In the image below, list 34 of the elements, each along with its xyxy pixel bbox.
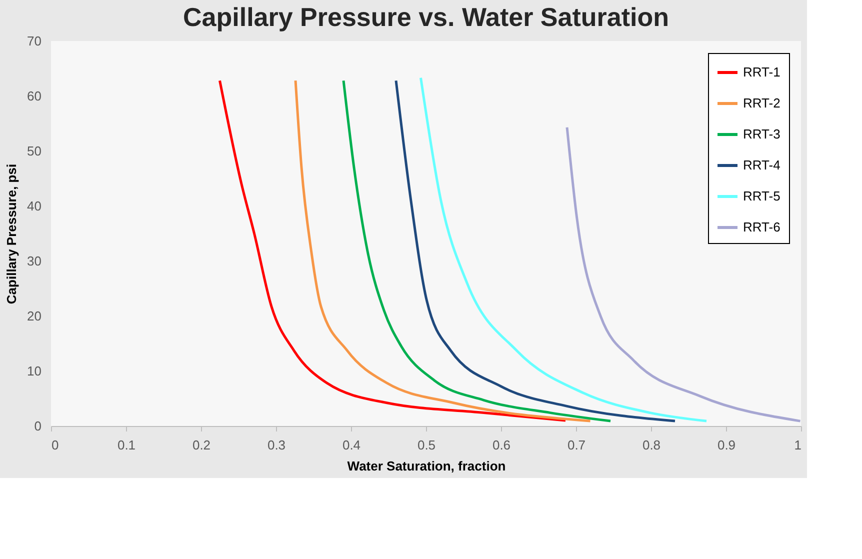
x-tick-label: 0.5 <box>417 438 436 452</box>
legend-label: RRT-6 <box>743 220 780 234</box>
x-tick-label: 0.2 <box>192 438 211 452</box>
x-tick-label: 0.3 <box>267 438 286 452</box>
y-tick-label: 60 <box>27 88 42 104</box>
legend-label: RRT-3 <box>743 126 780 142</box>
legend-label: RRT-2 <box>743 96 780 110</box>
x-tick-label: 0.8 <box>642 438 661 452</box>
legend-label: RRT-4 <box>743 158 780 172</box>
y-tick-label: 50 <box>27 144 42 158</box>
x-tick-label: 0.9 <box>717 438 736 452</box>
line-series <box>294 79 592 422</box>
x-tick-label: 0.7 <box>567 438 586 452</box>
x-tick-label: 0 <box>52 438 59 452</box>
line-series <box>420 76 708 422</box>
y-axis-title: Capillary Pressure, psi <box>4 164 20 304</box>
legend-label: RRT-1 <box>743 64 780 80</box>
y-tick-label: 20 <box>27 308 42 324</box>
y-tick-label: 40 <box>27 198 42 214</box>
line-series <box>218 79 567 422</box>
x-tick-label: 1 <box>794 438 802 452</box>
y-tick-label: 30 <box>27 254 42 268</box>
x-tick-label: 0.1 <box>117 438 136 452</box>
line-series <box>394 79 676 422</box>
x-tick-label: 0.6 <box>492 438 511 452</box>
legend-label: RRT-5 <box>743 188 780 204</box>
line-series <box>342 79 612 422</box>
chart-title: Capillary Pressure vs. Water Saturation <box>182 2 670 32</box>
x-axis-title: Water Saturation, fraction <box>347 458 506 474</box>
y-tick-label: 10 <box>27 364 42 378</box>
y-tick-label: 70 <box>27 34 42 48</box>
y-tick-label: 0 <box>34 418 42 434</box>
x-tick-label: 0.4 <box>342 438 361 452</box>
line-series <box>566 126 802 422</box>
